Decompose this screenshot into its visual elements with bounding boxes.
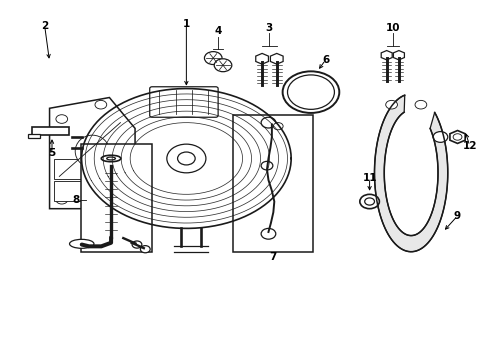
Bar bbox=[27, 134, 40, 138]
Circle shape bbox=[453, 134, 462, 140]
Text: 12: 12 bbox=[463, 141, 477, 151]
Ellipse shape bbox=[107, 157, 116, 160]
Text: 8: 8 bbox=[73, 195, 80, 205]
Circle shape bbox=[214, 59, 232, 72]
Bar bbox=[81, 144, 152, 252]
FancyBboxPatch shape bbox=[150, 87, 218, 117]
Polygon shape bbox=[49, 98, 135, 209]
Circle shape bbox=[288, 75, 334, 109]
Text: 7: 7 bbox=[270, 252, 277, 262]
Text: 4: 4 bbox=[215, 26, 222, 36]
Circle shape bbox=[167, 144, 206, 173]
Circle shape bbox=[261, 117, 276, 128]
Circle shape bbox=[283, 71, 339, 113]
Ellipse shape bbox=[75, 135, 109, 167]
Text: 1: 1 bbox=[183, 19, 190, 29]
Text: 10: 10 bbox=[386, 23, 400, 33]
Circle shape bbox=[95, 100, 107, 109]
Circle shape bbox=[56, 195, 68, 204]
Text: 3: 3 bbox=[266, 23, 273, 33]
Text: 9: 9 bbox=[454, 211, 461, 221]
Circle shape bbox=[360, 194, 379, 209]
Text: 6: 6 bbox=[322, 55, 329, 65]
Circle shape bbox=[433, 132, 448, 142]
Circle shape bbox=[261, 161, 273, 170]
Circle shape bbox=[177, 152, 195, 165]
Text: 2: 2 bbox=[41, 21, 49, 31]
Bar bbox=[54, 159, 86, 179]
Ellipse shape bbox=[101, 155, 121, 162]
Bar bbox=[54, 181, 86, 201]
Circle shape bbox=[365, 198, 374, 205]
Bar bbox=[32, 127, 69, 135]
Circle shape bbox=[132, 241, 142, 248]
Circle shape bbox=[56, 115, 68, 123]
Circle shape bbox=[261, 228, 276, 239]
Polygon shape bbox=[374, 95, 448, 252]
Circle shape bbox=[141, 246, 150, 253]
Text: 11: 11 bbox=[362, 173, 377, 183]
Circle shape bbox=[273, 123, 283, 130]
Ellipse shape bbox=[70, 239, 94, 248]
Circle shape bbox=[386, 100, 397, 109]
Circle shape bbox=[204, 51, 222, 64]
Bar bbox=[233, 116, 314, 252]
Circle shape bbox=[108, 184, 120, 193]
Circle shape bbox=[415, 100, 427, 109]
Text: 5: 5 bbox=[49, 148, 56, 158]
Circle shape bbox=[70, 134, 94, 151]
